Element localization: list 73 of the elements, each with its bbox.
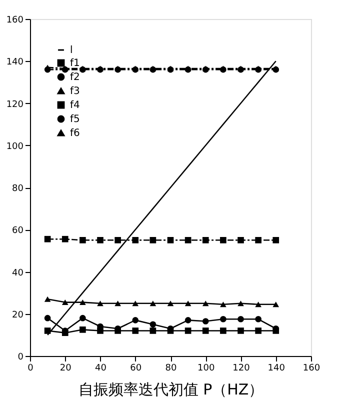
point [255,302,262,308]
point [184,328,192,334]
y-tick-label: 60 [12,226,24,236]
point [272,236,280,244]
point [132,317,139,324]
y-tick-label: 160 [6,16,24,26]
point [132,328,139,334]
x-tick-label: 40 [95,364,107,374]
point [220,328,226,334]
point [97,236,104,244]
point [150,236,156,244]
y-tick-label: 140 [6,58,24,68]
point [184,236,192,244]
point [238,236,244,244]
point [167,236,174,244]
point [80,236,86,244]
x-tick-label: 60 [130,364,142,374]
point [184,317,192,324]
point [44,314,51,322]
point [44,328,51,334]
x-tick-label: 100 [198,364,215,374]
point [80,314,86,322]
point [202,318,209,324]
point [167,300,174,306]
legend-label: f4 [70,100,80,111]
point [114,300,121,306]
point [150,321,156,328]
point [255,328,262,334]
legend-label: f5 [70,114,80,125]
y-tick-label: 120 [6,100,24,110]
point [44,236,51,242]
y-tick-label: 0 [18,352,24,362]
y-tick-label: 40 [12,268,24,278]
point [184,300,192,306]
x-tick-label: 120 [232,364,250,374]
legend-label: f3 [70,86,80,97]
x-tick-label: 80 [165,364,177,374]
legend-label: f1 [70,58,80,69]
x-axis-title: 自振频率迭代初值 P（HZ） [78,380,264,398]
x-tick-label: 0 [28,364,34,374]
point [80,300,86,306]
point [220,236,226,244]
x-tick-label: 20 [60,364,72,374]
y-tick-label: 100 [6,142,24,152]
point [150,328,156,334]
point [150,300,156,306]
y-tick-label: 80 [12,184,24,194]
point [97,300,104,306]
point [238,316,244,322]
point [80,326,86,333]
point [62,236,68,242]
y-tick-label: 20 [12,310,24,320]
point [220,302,226,308]
legend-label: f6 [70,128,80,139]
point [255,236,262,244]
point [220,316,226,322]
point [238,300,244,306]
x-tick-label: 160 [302,364,320,374]
point [44,64,51,70]
point [202,300,209,306]
x-tick-label: 140 [268,364,286,374]
point [62,300,68,306]
legend-label: f2 [70,72,80,83]
point [272,302,280,308]
point [202,236,209,244]
point [255,316,262,322]
legend-label: l [70,45,73,56]
point [202,328,209,334]
point [114,236,121,244]
point [238,328,244,334]
point [132,236,139,244]
point [44,296,51,302]
point [132,300,139,306]
